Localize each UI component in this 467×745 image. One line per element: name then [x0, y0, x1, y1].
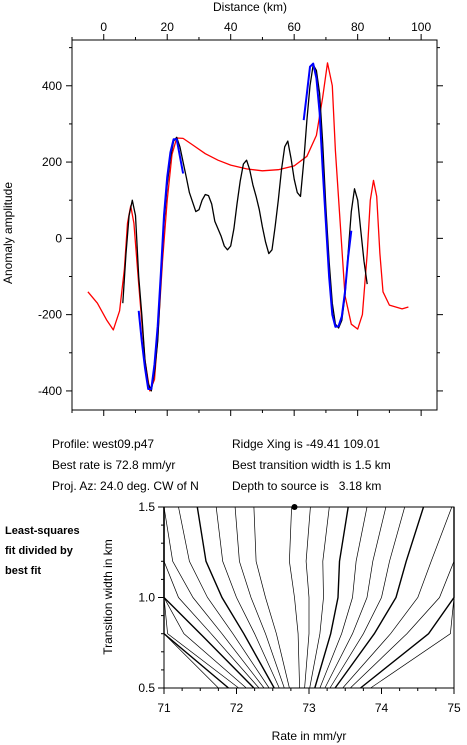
best-fit-segments-blue — [137, 62, 353, 390]
misfit-contour-right — [289, 506, 300, 689]
profile-x-tick-label: 0 — [100, 20, 107, 34]
misfit-contour-right — [314, 506, 349, 689]
legend-line-2: fit divided by — [5, 545, 73, 557]
misfit-contour-left — [163, 506, 265, 689]
profile-series — [87, 62, 409, 392]
misfit-contour-left — [163, 507, 260, 689]
misfit-contour-left — [163, 507, 255, 689]
misfit-contour-left — [253, 506, 290, 689]
ridge-crossing: Ridge Xing is -49.41 109.01 — [232, 437, 381, 451]
profile-x-tick-label: 40 — [224, 20, 238, 34]
profile-ticks: 0 20 40 60 80 100 -400 -200 0 200 400 — [38, 20, 443, 416]
misfit-contour-right — [309, 506, 330, 689]
misfit-contour-left — [178, 506, 270, 689]
misfit-y-tick-label: 0.5 — [138, 681, 155, 695]
misfit-contour-left — [163, 507, 219, 689]
misfit-contour-right — [319, 506, 368, 689]
misfit-y-tick-label: 1.0 — [138, 591, 155, 605]
misfit-contour-left — [163, 507, 247, 689]
misfit-contour-right — [334, 506, 425, 689]
misfit-contour-left — [215, 506, 280, 689]
profile-y-tick-label: 0 — [55, 231, 62, 245]
profile-x-axis-label: Distance (km) — [213, 0, 287, 14]
profile-x-tick-label: 60 — [287, 20, 301, 34]
misfit-y-axis-label: Transition width in km — [101, 539, 115, 655]
misfit-x-axis-label: Rate in mm/yr — [272, 729, 347, 743]
profile-chart: Distance (km) Anomaly amplitude 0 20 40 60 8… — [1, 0, 443, 416]
profile-name: Profile: west09.p47 — [52, 437, 155, 451]
profile-y-axis-label: Anomaly amplitude — [1, 182, 15, 284]
misfit-contour-chart: 71 72 73 74 75 0.5 1.0 1.5 Rate in mm/yr Transi… — [101, 500, 461, 743]
misfit-x-tick-label: 73 — [302, 701, 316, 715]
misfit-contour-right — [370, 507, 455, 689]
model-curve-red — [87, 62, 409, 392]
misfit-x-tick-label: 71 — [157, 701, 171, 715]
profile-chart-frame — [71, 39, 438, 411]
profile-y-tick-label: -400 — [38, 384, 62, 398]
misfit-x-tick-label: 75 — [447, 701, 461, 715]
misfit-x-tick-label: 72 — [230, 701, 244, 715]
misfit-contour-right — [304, 506, 311, 689]
misfit-x-tick-label: 74 — [375, 701, 389, 715]
best-transition-width: Best transition width is 1.5 km — [232, 458, 391, 472]
misfit-contour-right — [329, 506, 406, 689]
misfit-contour-left — [196, 506, 275, 689]
profile-x-tick-label: 80 — [351, 20, 365, 34]
misfit-contour-left — [234, 506, 285, 689]
misfit-contour-right — [350, 507, 455, 689]
legend-line-3: best fit — [5, 565, 42, 577]
projection-azimuth: Proj. Az: 24.0 deg. CW of N — [52, 479, 199, 493]
observed-profile-black — [122, 64, 368, 392]
misfit-ticks: 71 72 73 74 75 0.5 1.0 1.5 — [138, 500, 461, 715]
best-fit-point — [291, 504, 298, 510]
profile-x-tick-label: 20 — [161, 20, 175, 34]
depth-to-source: Depth to source is 3.18 km — [232, 479, 382, 493]
misfit-contour-right — [360, 507, 455, 689]
profile-y-tick-label: -200 — [38, 308, 62, 322]
misfit-y-tick-label: 1.5 — [138, 500, 155, 514]
misfit-contour-right — [324, 506, 387, 689]
profile-y-tick-label: 200 — [42, 155, 62, 169]
misfit-contour-left — [163, 507, 229, 689]
profile-y-tick-label: 400 — [42, 79, 62, 93]
best-rate: Best rate is 72.8 mm/yr — [52, 458, 176, 472]
profile-x-tick-label: 100 — [411, 20, 431, 34]
misfit-contours — [163, 504, 455, 689]
legend-line-1: Least-squares — [5, 525, 80, 537]
misfit-contour-right — [342, 506, 453, 689]
